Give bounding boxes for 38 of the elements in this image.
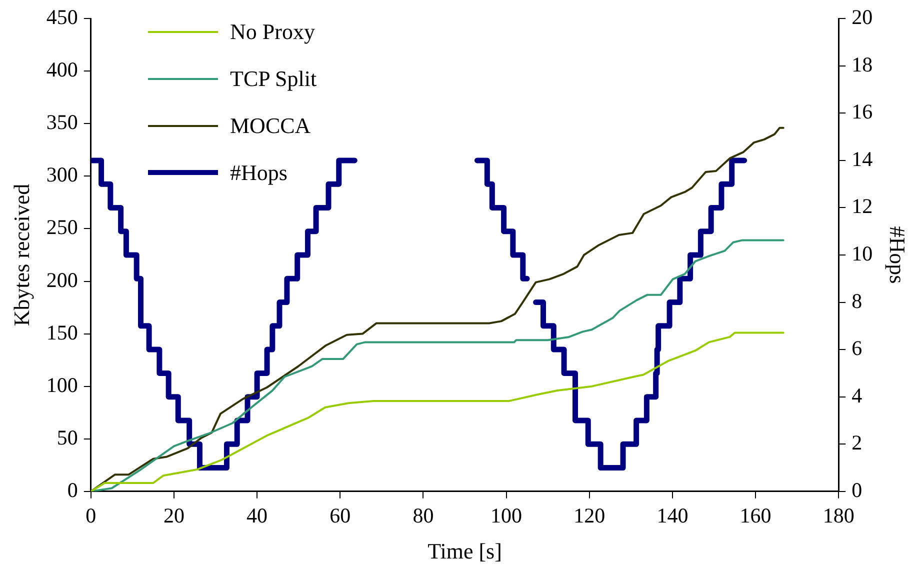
y-tick-label: 50 <box>56 425 78 450</box>
x-tick-label: 20 <box>163 504 184 528</box>
y-tick-label: 450 <box>46 5 78 30</box>
x-tick-label: 160 <box>740 504 772 528</box>
legend-label: No Proxy <box>230 18 315 44</box>
x-tick-label: 180 <box>822 504 854 528</box>
y-axis-title: Kbytes received <box>8 184 34 326</box>
y2-tick-label: 6 <box>852 336 862 360</box>
y-tick-label: 400 <box>46 58 78 82</box>
y2-tick-label: 18 <box>852 52 873 76</box>
y-tick-label: 250 <box>46 215 78 240</box>
y2-tick-label: 20 <box>852 5 873 30</box>
y2-tick-label: 4 <box>852 383 863 408</box>
y-tick-label: 150 <box>46 320 78 344</box>
x-tick-label: 140 <box>656 504 688 528</box>
y-tick-label: 0 <box>67 478 78 502</box>
y-tick-label: 100 <box>46 372 78 397</box>
y2-tick-label: 12 <box>852 194 873 218</box>
y-tick-label: 200 <box>46 268 78 292</box>
y2-tick-label: 8 <box>852 288 862 313</box>
y2-axis-title: #Hops <box>885 226 910 284</box>
x-tick-label: 120 <box>574 504 606 528</box>
y2-tick-label: 2 <box>852 430 862 455</box>
y2-tick-label: 0 <box>852 478 862 502</box>
y2-tick-label: 16 <box>852 100 873 124</box>
y2-tick-label: 14 <box>852 146 874 171</box>
x-axis-title: Time [s] <box>428 538 502 564</box>
y-tick-label: 350 <box>46 110 78 134</box>
x-tick-label: 80 <box>412 504 434 528</box>
y2-tick-label: 10 <box>852 242 873 266</box>
legend-label: TCP Split <box>230 66 317 92</box>
y-tick-label: 300 <box>46 162 78 187</box>
x-tick-label: 100 <box>490 504 522 528</box>
x-tick-label: 40 <box>246 504 268 528</box>
x-tick-label: 60 <box>330 504 351 528</box>
legend-label: #Hops <box>230 160 288 186</box>
x-tick-label: 0 <box>86 504 96 528</box>
legend-label: MOCCA <box>230 112 311 138</box>
